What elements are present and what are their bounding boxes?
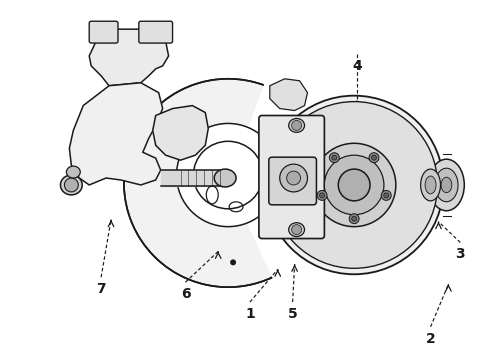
Circle shape (292, 121, 301, 130)
Ellipse shape (289, 223, 305, 237)
Circle shape (124, 79, 332, 287)
Text: 3: 3 (456, 247, 465, 261)
Ellipse shape (194, 141, 263, 209)
Circle shape (332, 155, 337, 160)
FancyBboxPatch shape (89, 21, 118, 43)
Circle shape (384, 193, 389, 198)
Circle shape (349, 214, 359, 224)
Text: 4: 4 (352, 59, 362, 73)
Text: 1: 1 (245, 307, 255, 321)
Text: 7: 7 (97, 282, 106, 296)
Ellipse shape (441, 177, 452, 193)
Circle shape (313, 143, 396, 227)
Ellipse shape (429, 159, 465, 211)
FancyBboxPatch shape (259, 116, 324, 239)
Circle shape (230, 260, 236, 265)
Circle shape (324, 155, 384, 215)
Polygon shape (89, 29, 169, 86)
Circle shape (371, 155, 376, 160)
Circle shape (287, 171, 300, 185)
Circle shape (317, 190, 327, 201)
Text: 6: 6 (181, 287, 190, 301)
Text: 5: 5 (288, 307, 297, 321)
Wedge shape (228, 80, 337, 282)
Circle shape (176, 123, 280, 227)
Ellipse shape (214, 169, 236, 187)
Circle shape (292, 225, 301, 235)
Ellipse shape (425, 176, 436, 194)
Ellipse shape (435, 168, 458, 202)
Ellipse shape (289, 118, 305, 132)
Circle shape (280, 164, 308, 192)
Circle shape (271, 102, 438, 268)
Circle shape (381, 190, 391, 201)
Polygon shape (153, 105, 208, 160)
Circle shape (338, 169, 370, 201)
Circle shape (352, 216, 357, 221)
FancyBboxPatch shape (269, 157, 317, 205)
Ellipse shape (420, 169, 441, 201)
Text: 2: 2 (426, 332, 436, 346)
Circle shape (369, 153, 379, 163)
FancyBboxPatch shape (139, 21, 172, 43)
Polygon shape (270, 79, 308, 111)
Ellipse shape (60, 175, 82, 195)
Circle shape (329, 153, 339, 163)
Polygon shape (70, 83, 163, 185)
Circle shape (64, 178, 78, 192)
Circle shape (265, 96, 443, 274)
Ellipse shape (66, 166, 80, 178)
Circle shape (319, 193, 324, 198)
